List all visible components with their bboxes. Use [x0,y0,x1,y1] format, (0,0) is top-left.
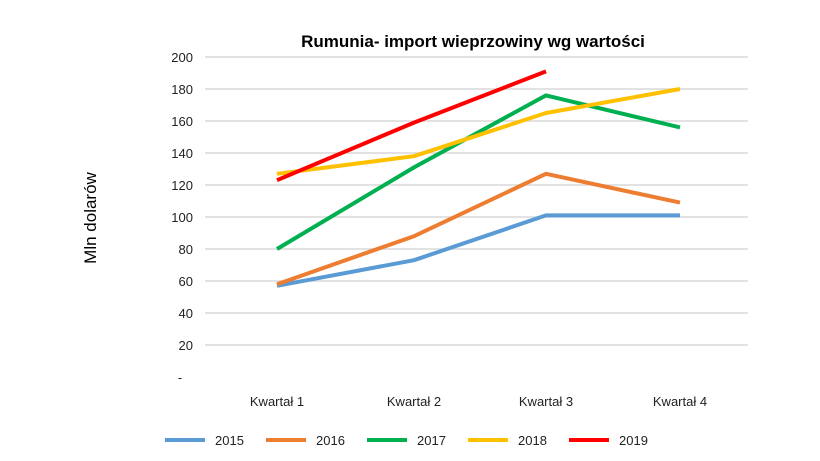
y-tick-label: 200 [171,50,193,65]
x-tick-label: Kwartał 4 [653,394,707,409]
series-line-2017 [275,93,681,251]
y-tick-label: 80 [179,242,193,257]
series-line-2018 [276,87,681,176]
legend-label: 2018 [518,433,547,448]
series-line-2015 [276,213,680,288]
y-tick-label: 140 [171,146,193,161]
x-tick-label: Kwartał 2 [387,394,441,409]
y-axis-label: Mln dolarów [81,171,100,263]
x-tick-label: Kwartał 1 [250,394,304,409]
x-tick-label: Kwartał 3 [519,394,573,409]
y-tick-label: 120 [171,178,193,193]
y-tick-label: 20 [179,338,193,353]
chart-title: Rumunia- import wieprzowiny wg wartości [301,32,645,51]
legend-label: 2017 [417,433,446,448]
y-tick-label: 100 [171,210,193,225]
y-tick-label: 40 [179,306,193,321]
y-tick-label: 180 [171,82,193,97]
legend-label: 2019 [619,433,648,448]
y-tick-label: 160 [171,114,193,129]
y-tick-label: - [178,370,182,385]
legend-label: 2015 [215,433,244,448]
legend-label: 2016 [316,433,345,448]
series-line-2016 [276,171,681,287]
y-tick-label: 60 [179,274,193,289]
